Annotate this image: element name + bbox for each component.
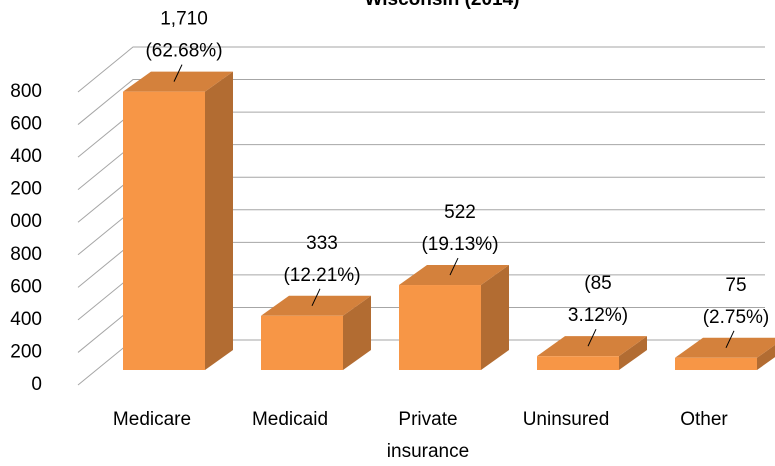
x-tick-label: Medicaid — [252, 409, 328, 430]
y-tick-label: 000 — [10, 211, 42, 232]
y-tick-label: 0 — [31, 374, 42, 395]
y-tick-label: 200 — [10, 341, 42, 362]
y-tick-label: 400 — [10, 146, 42, 167]
data-label: (2.75%) — [703, 307, 770, 328]
leader-line — [725, 330, 735, 349]
grid-line — [77, 79, 765, 125]
x-tick-label: Uninsured — [523, 409, 610, 430]
y-tick-label: 400 — [10, 309, 42, 330]
bar — [123, 91, 205, 371]
leader-line — [587, 328, 597, 347]
grid-line — [77, 46, 765, 93]
y-tick-label: 800 — [10, 244, 42, 265]
data-label: (62.68%) — [145, 41, 222, 62]
data-label: (12.21%) — [283, 265, 360, 286]
bar-side — [481, 265, 509, 370]
bar — [399, 285, 481, 370]
bar-top — [675, 337, 775, 358]
data-label: 333 — [306, 233, 338, 254]
x-tick-label: Other — [680, 409, 728, 430]
bar-top — [537, 336, 647, 357]
bar-top — [399, 265, 509, 286]
bar — [537, 356, 619, 370]
bar-side — [619, 336, 647, 370]
bar-top — [123, 71, 233, 92]
data-label: (85 — [584, 273, 611, 294]
leader-line — [173, 64, 183, 82]
x-tick-label: Private insurance — [387, 409, 469, 462]
y-tick-label: 200 — [10, 179, 42, 200]
data-label: (19.13%) — [421, 234, 498, 255]
data-label: 1,710 — [160, 9, 208, 30]
y-tick-label: 800 — [10, 81, 42, 102]
data-label: 3.12%) — [568, 305, 628, 326]
data-label: 75 — [725, 275, 746, 296]
x-tick-label: Medicare — [113, 409, 191, 430]
data-label: 522 — [444, 202, 476, 223]
bar-side — [343, 295, 371, 370]
y-tick-label: 600 — [10, 276, 42, 297]
chart-title: Wisconsin (2014) — [364, 0, 519, 10]
leader-line — [311, 288, 321, 307]
bar-side — [205, 71, 233, 371]
y-tick-label: 600 — [10, 114, 42, 135]
bar-side — [757, 344, 775, 370]
bar — [675, 357, 757, 370]
leader-line — [449, 257, 459, 276]
bar — [261, 315, 343, 370]
bar-top — [261, 295, 371, 316]
